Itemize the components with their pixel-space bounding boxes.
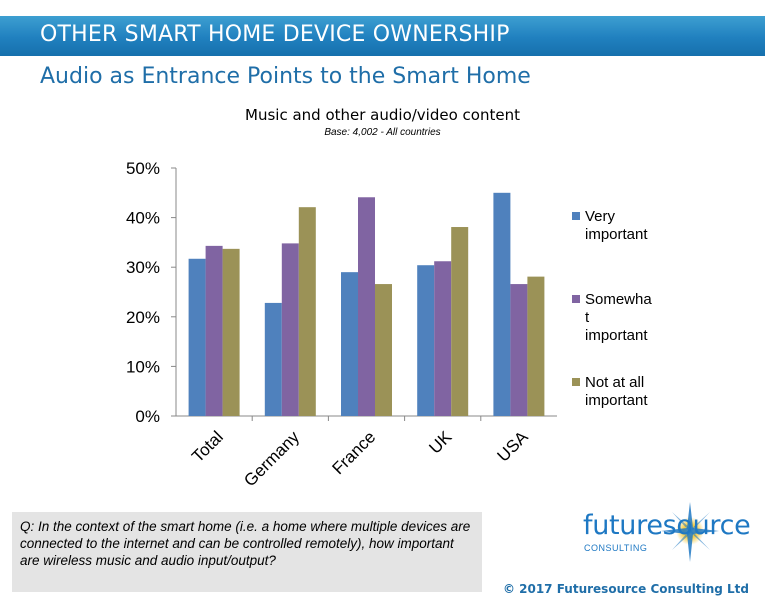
bar — [417, 265, 435, 416]
bar — [281, 243, 299, 416]
bar — [205, 245, 223, 416]
chart-base-note: Base: 4,002 - All countries — [324, 127, 441, 138]
header-title: OTHER SMART HOME DEVICE OWNERSHIP — [40, 22, 510, 47]
bar — [527, 276, 545, 416]
bar-chart: 50% 40% 30% 20% 10% 0% Total Germany France UK USA… — [126, 159, 652, 490]
logo-wordmark: futuresource — [583, 510, 751, 541]
y-tick-label: 50% — [126, 159, 160, 178]
bar — [358, 197, 375, 416]
bar — [298, 207, 316, 416]
legend-swatch — [572, 378, 580, 386]
legend-swatch — [572, 295, 580, 303]
y-tick-label: 0% — [135, 407, 160, 426]
legend-label: Very important — [585, 208, 648, 243]
bar — [188, 258, 206, 416]
survey-question: Q: In the context of the smart home (i.e… — [12, 512, 482, 592]
copyright: © 2017 Futuresource Consulting Ltd — [502, 582, 749, 596]
legend-swatch — [572, 212, 580, 220]
bar — [434, 261, 452, 416]
x-tick-label: Total — [188, 427, 227, 466]
x-tick-label: USA — [494, 427, 533, 466]
bar — [375, 284, 392, 416]
y-tick-label: 30% — [126, 258, 160, 277]
chart-title: Music and other audio/video content — [245, 106, 520, 124]
x-tick-label: UK — [425, 427, 456, 458]
y-tick-label: 10% — [126, 357, 160, 376]
logo-subtext: CONSULTING — [584, 543, 648, 553]
legend-label: Not at all important — [585, 374, 648, 409]
bar — [451, 227, 469, 416]
header-bar — [0, 16, 765, 56]
y-tick-label: 40% — [126, 209, 160, 228]
x-tick-label: France — [328, 427, 379, 478]
y-tick-label: 20% — [126, 308, 160, 327]
bar — [493, 192, 511, 416]
bar — [222, 248, 240, 416]
x-tick-label: Germany — [240, 427, 303, 490]
page-subtitle: Audio as Entrance Points to the Smart Ho… — [40, 64, 531, 89]
starburst-icon — [661, 502, 719, 562]
bar — [264, 302, 282, 416]
futuresource-logo: futuresource CONSULTING — [580, 498, 751, 568]
bar — [510, 284, 528, 416]
bar — [341, 272, 358, 416]
legend-label: Somewha t important — [585, 291, 652, 344]
